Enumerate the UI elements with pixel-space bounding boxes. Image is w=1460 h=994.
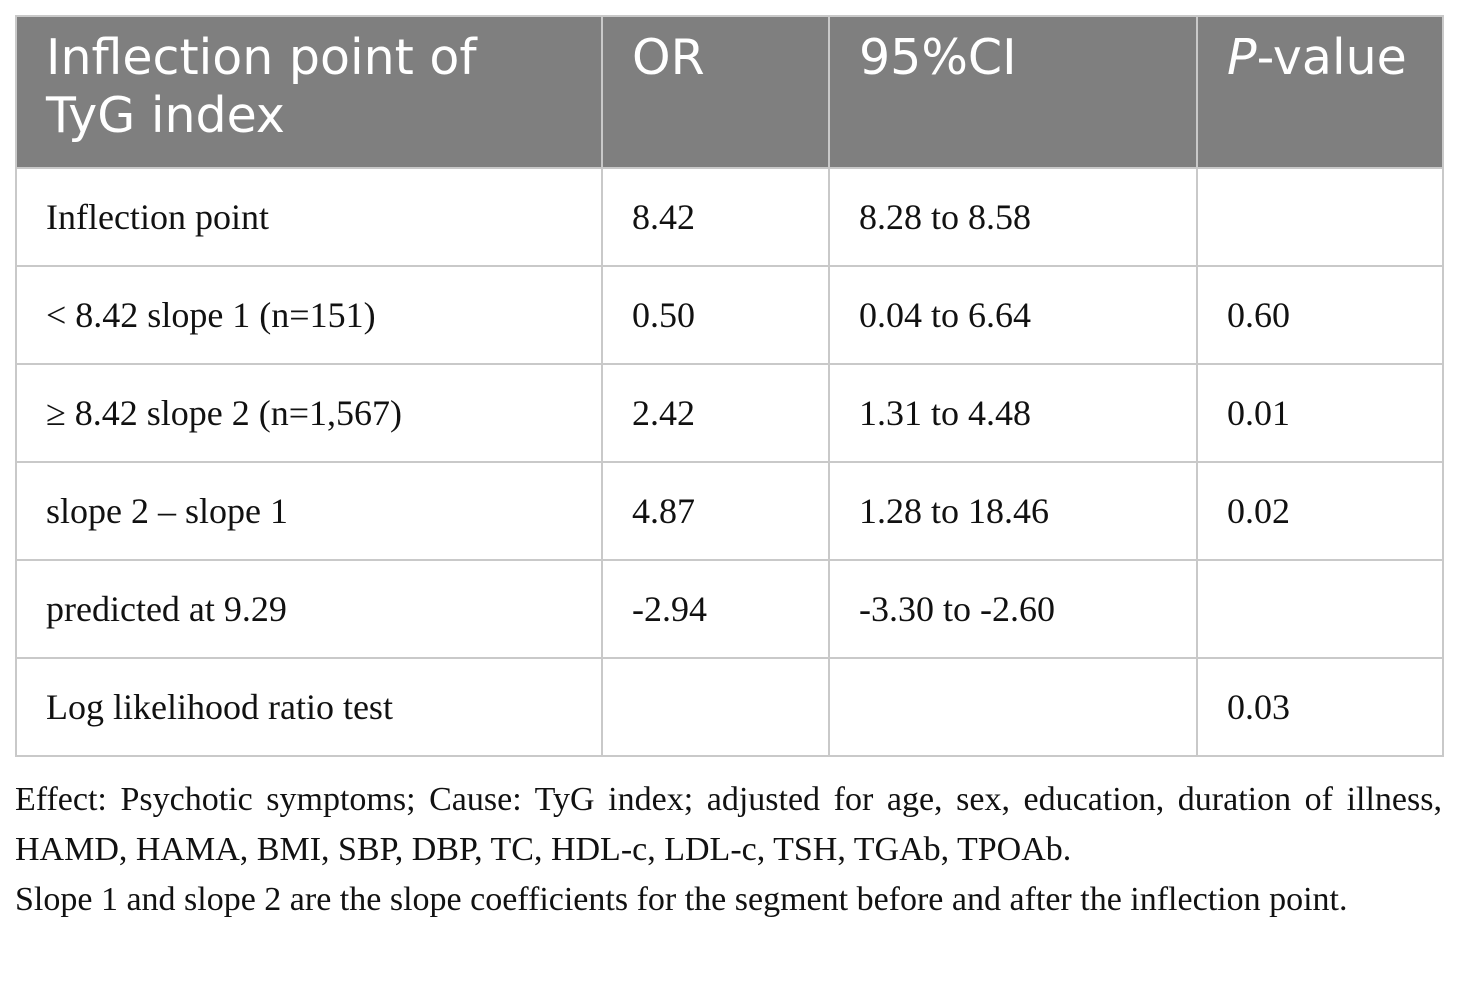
- row-or: [601, 657, 830, 757]
- table-row: ≥ 8.42 slope 2 (n=1,567) 2.42 1.31 to 4.…: [15, 363, 1444, 463]
- row-ci: -3.30 to -2.60: [828, 559, 1198, 659]
- table-row: Log likelihood ratio test 0.03: [15, 657, 1444, 757]
- row-label: ≥ 8.42 slope 2 (n=1,567): [15, 363, 603, 463]
- row-p: 0.60: [1196, 265, 1444, 365]
- table-row: Inflection point 8.42 8.28 to 8.58: [15, 167, 1444, 267]
- row-or: 4.87: [601, 461, 830, 561]
- row-p: [1196, 559, 1444, 659]
- footnote-adjustment: Effect: Psychotic symptoms; Cause: TyG i…: [15, 781, 1442, 868]
- table-header-row: Inflection point of TyG index OR 95%CI P…: [15, 15, 1444, 168]
- row-label: predicted at 9.29: [15, 559, 603, 659]
- header-p-value: P-value: [1197, 15, 1444, 168]
- table-footnotes: Effect: Psychotic symptoms; Cause: TyG i…: [15, 775, 1442, 925]
- row-p: 0.02: [1196, 461, 1444, 561]
- row-label: Log likelihood ratio test: [15, 657, 603, 757]
- row-label: slope 2 – slope 1: [15, 461, 603, 561]
- header-ci: 95%CI: [829, 15, 1198, 168]
- table-row: predicted at 9.29 -2.94 -3.30 to -2.60: [15, 559, 1444, 659]
- row-ci: 0.04 to 6.64: [828, 265, 1198, 365]
- row-ci: 1.28 to 18.46: [828, 461, 1198, 561]
- results-table-figure: Inflection point of TyG index OR 95%CI P…: [15, 15, 1444, 925]
- row-label: < 8.42 slope 1 (n=151): [15, 265, 603, 365]
- row-ci: [828, 657, 1198, 757]
- row-or: 2.42: [601, 363, 830, 463]
- header-or: OR: [602, 15, 830, 168]
- footnote-slopes: Slope 1 and slope 2 are the slope coeffi…: [15, 881, 1348, 918]
- header-p-rest: -value: [1256, 29, 1407, 86]
- row-or: 8.42: [601, 167, 830, 267]
- table-row: < 8.42 slope 1 (n=151) 0.50 0.04 to 6.64…: [15, 265, 1444, 365]
- row-or: 0.50: [601, 265, 830, 365]
- row-p: 0.01: [1196, 363, 1444, 463]
- row-or: -2.94: [601, 559, 830, 659]
- header-inflection-point: Inflection point of TyG index: [15, 15, 603, 168]
- row-label: Inflection point: [15, 167, 603, 267]
- row-ci: 1.31 to 4.48: [828, 363, 1198, 463]
- header-p-italic: P: [1227, 29, 1257, 86]
- row-p: [1196, 167, 1444, 267]
- table-row: slope 2 – slope 1 4.87 1.28 to 18.46 0.0…: [15, 461, 1444, 561]
- row-p: 0.03: [1196, 657, 1444, 757]
- row-ci: 8.28 to 8.58: [828, 167, 1198, 267]
- inflection-point-table: Inflection point of TyG index OR 95%CI P…: [15, 15, 1444, 757]
